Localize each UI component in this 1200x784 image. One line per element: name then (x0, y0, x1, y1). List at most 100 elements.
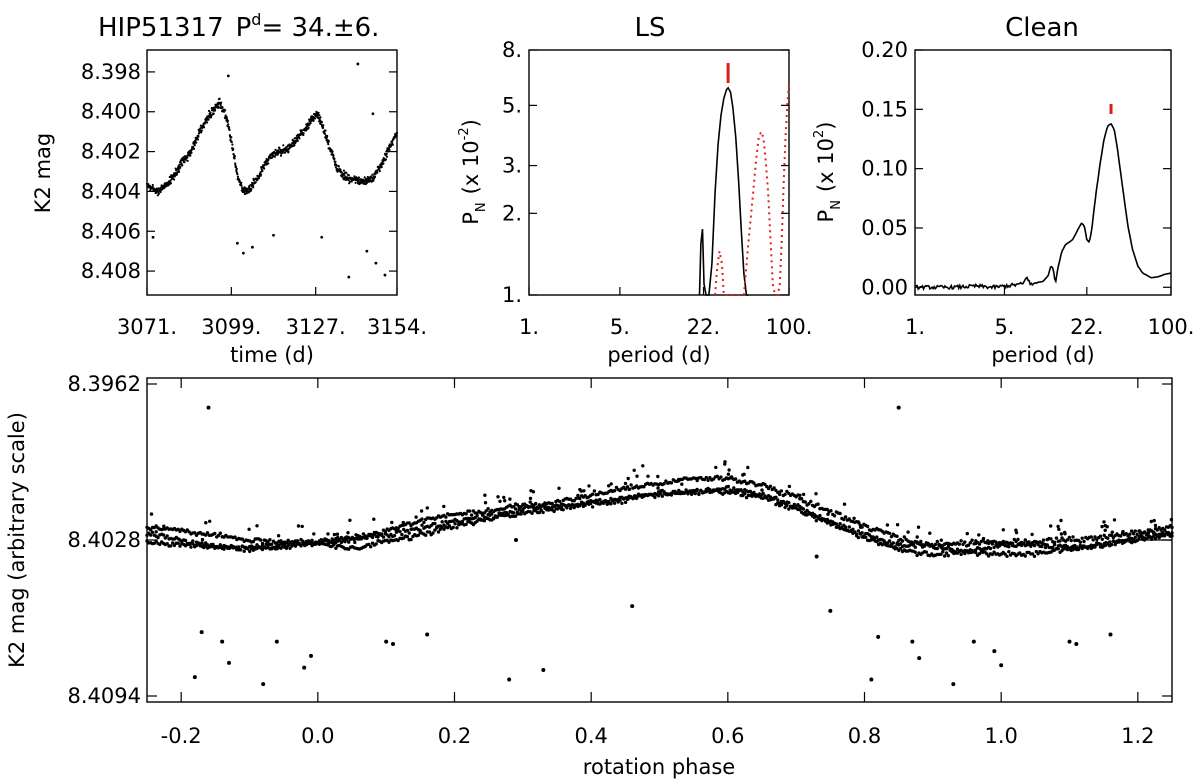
phased-point-scatter (1100, 524, 1104, 529)
phased-point (776, 498, 780, 502)
lightcurve-outlier (383, 273, 387, 277)
phased-point-scatter (1057, 527, 1061, 531)
phased-point (409, 537, 413, 542)
phased-point (944, 551, 949, 555)
phased-point (286, 538, 290, 542)
lightcurve-outlier (151, 235, 155, 239)
phased-y-tick-label: 8.4028 (68, 528, 141, 552)
phased-point (218, 543, 222, 547)
lightcurve-point (333, 157, 336, 160)
lightcurve-point (282, 144, 285, 147)
lightcurve-point (202, 126, 206, 129)
phased-point-scatter (798, 493, 802, 497)
phased-point (1139, 534, 1143, 539)
lightcurve-point (357, 176, 360, 179)
phased-point-scatter (623, 481, 628, 486)
lightcurve-outlier (374, 261, 378, 265)
phased-point (227, 546, 232, 550)
phased-point (149, 533, 153, 537)
lightcurve-point (232, 148, 235, 151)
clean-ylabel-exp: 2 (812, 130, 827, 138)
lightcurve-point (177, 169, 180, 172)
phased-point (682, 491, 686, 495)
phased-point (743, 492, 747, 496)
phased-point (1080, 536, 1084, 540)
lightcurve-x-tick-label: 3127. (286, 315, 346, 339)
phased-outlier (391, 642, 395, 646)
phased-point-scatter (939, 538, 943, 542)
lightcurve-point (302, 132, 305, 135)
phased-point (550, 501, 554, 506)
phased-point (625, 485, 630, 489)
phased-point (1023, 554, 1027, 558)
phased-point (528, 500, 532, 504)
phased-point (1111, 539, 1116, 543)
phased-point (1080, 546, 1084, 551)
ls-frame (528, 49, 790, 296)
phased-point (347, 540, 351, 544)
clean-ylabel-close: ) (814, 122, 838, 130)
phased-x-tick-label: 0.4 (574, 724, 607, 748)
phased-point (293, 540, 298, 544)
lightcurve-point (177, 167, 180, 170)
lightcurve-point (283, 151, 286, 154)
phased-point (255, 543, 259, 547)
phased-point-scatter (204, 521, 208, 525)
phased-point-scatter (1059, 518, 1063, 523)
phased-point (455, 526, 459, 530)
phased-point-scatter (656, 474, 660, 479)
phased-point-scatter (531, 490, 536, 494)
clean-frame (914, 49, 1172, 296)
lightcurve-point (226, 119, 229, 122)
phased-point (1093, 535, 1097, 539)
phased-point (946, 544, 950, 549)
phased-point-scatter (503, 499, 507, 503)
phased-point (171, 541, 175, 545)
phased-point (889, 534, 894, 539)
phased-point (262, 545, 267, 550)
lightcurve-y-tick-label: 8.400 (81, 100, 141, 124)
lightcurve-frame (146, 49, 398, 296)
lightcurve-point (242, 189, 245, 192)
phased-point (629, 483, 633, 487)
ls-x-tick-label: 1. (519, 315, 539, 339)
phased-point (669, 493, 674, 497)
lightcurve-point (169, 179, 172, 182)
lightcurve-point (227, 123, 230, 126)
phased-point (623, 487, 628, 491)
ls-ylabel: PN (x 10-2) (457, 119, 489, 225)
phased-point (405, 535, 410, 539)
phased-point (818, 513, 822, 518)
phased-point (843, 525, 848, 529)
clean-ylabel: PN (x 102) (812, 122, 844, 223)
lightcurve-point (382, 162, 385, 165)
phased-point (513, 507, 518, 511)
lightcurve-point (149, 189, 152, 192)
lightcurve-point (172, 178, 176, 181)
phased-point (251, 539, 256, 544)
lightcurve-point (326, 134, 329, 138)
phased-point (246, 547, 250, 551)
phased-point (966, 543, 971, 547)
lightcurve-point (177, 170, 181, 173)
phased-point-scatter (607, 484, 611, 488)
phased-point (1007, 545, 1011, 549)
phased-point (436, 530, 441, 534)
phased-point (370, 533, 375, 537)
phased-point (359, 535, 364, 540)
phased-point (1078, 543, 1083, 548)
phased-point (1029, 544, 1033, 548)
phased-point-scatter (1105, 525, 1109, 529)
phased-point (176, 541, 180, 545)
lightcurve-point (179, 165, 182, 168)
phased-point (1041, 542, 1046, 546)
lightcurve-outlier (371, 112, 375, 116)
lightcurve-point (347, 174, 350, 177)
phased-point (776, 501, 780, 505)
phased-point (519, 505, 523, 509)
phased-point (1109, 542, 1114, 547)
lightcurve-point (225, 116, 228, 119)
phased-point-scatter (981, 536, 986, 541)
phased-point (189, 545, 193, 549)
phased-point (1153, 536, 1158, 541)
